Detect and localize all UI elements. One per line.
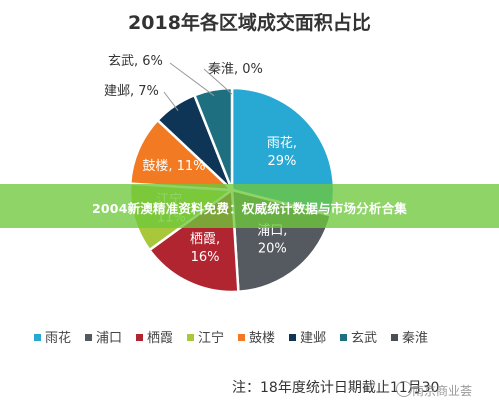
overlay-banner-text: 2004新澳精准资料免费：权威统计数据与市场分析合集 (92, 201, 407, 216)
slice-label-秦淮: 秦淮, 0% (208, 62, 263, 77)
legend-swatch-栖霞 (136, 334, 143, 341)
leader-lines (163, 62, 233, 111)
legend: 雨花 浦口 栖霞 江宁 鼓楼 建邺 玄武 秦淮 (34, 330, 428, 346)
legend-swatch-江宁 (187, 334, 194, 341)
legend-label-玄武: 玄武 (351, 331, 377, 346)
slice-label-建邺: 建邺, 7% (104, 84, 159, 99)
pie-slice-玄武 (192, 86, 234, 191)
leader-line-秦淮 (203, 68, 233, 95)
overlay-banner (0, 184, 499, 228)
legend-swatch-浦口 (85, 334, 92, 341)
pie-slice-鼓楼 (128, 118, 236, 192)
legend-label-江宁: 江宁 (198, 330, 224, 346)
legend-swatch-鼓楼 (238, 334, 245, 341)
slice-percent-浦口: 20% (258, 242, 287, 257)
leader-line-建邺 (163, 91, 179, 111)
legend-swatch-雨花 (34, 334, 41, 341)
legend-label-栖霞: 栖霞 (147, 331, 173, 346)
slice-percent-雨花: 29% (268, 154, 297, 169)
footnote: 注：18年度统计日期截止11月30 (232, 380, 440, 396)
slice-label-雨花: 雨花, (267, 135, 297, 151)
watermark-logo-icon (396, 381, 412, 397)
legend-swatch-玄武 (340, 334, 347, 341)
chart-title: 2018年各区域成交面积占比 (128, 12, 371, 34)
legend-label-雨花: 雨花 (45, 330, 71, 346)
legend-label-建邺: 建邺 (300, 331, 326, 346)
legend-swatch-秦淮 (391, 334, 398, 341)
leader-line-玄武 (169, 62, 215, 97)
slice-label-玄武: 玄武, 6% (108, 54, 163, 69)
slice-label-栖霞: 栖霞, (190, 232, 220, 247)
legend-label-鼓楼: 鼓楼 (249, 331, 275, 346)
legend-label-秦淮: 秦淮 (402, 331, 428, 346)
legend-swatch-建邺 (289, 334, 296, 341)
watermark: 南京商业荟 (412, 384, 473, 398)
slice-percent-栖霞: 16% (191, 250, 220, 265)
slice-label-鼓楼: 鼓楼, 11% (142, 159, 205, 174)
legend-label-浦口: 浦口 (96, 331, 122, 346)
